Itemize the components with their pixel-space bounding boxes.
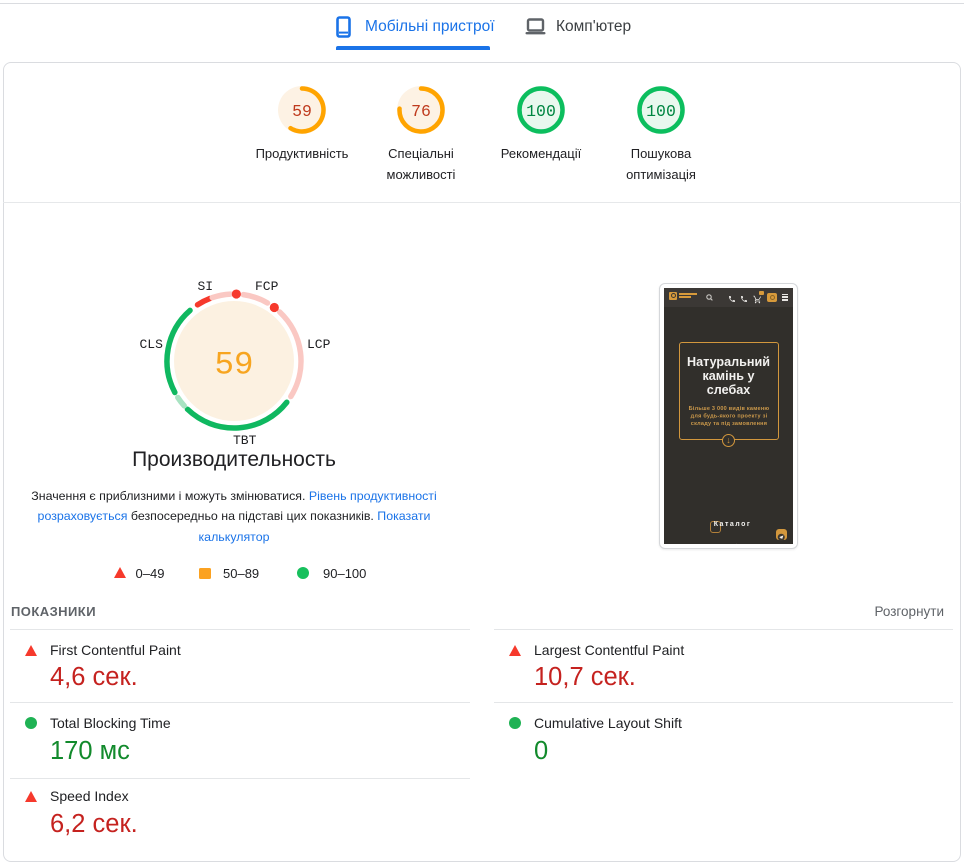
svg-text:59: 59 [292,102,312,121]
svg-text:76: 76 [411,102,431,121]
svg-text:59: 59 [214,347,253,384]
svg-text:100: 100 [526,102,556,121]
svg-text:100: 100 [646,102,676,121]
